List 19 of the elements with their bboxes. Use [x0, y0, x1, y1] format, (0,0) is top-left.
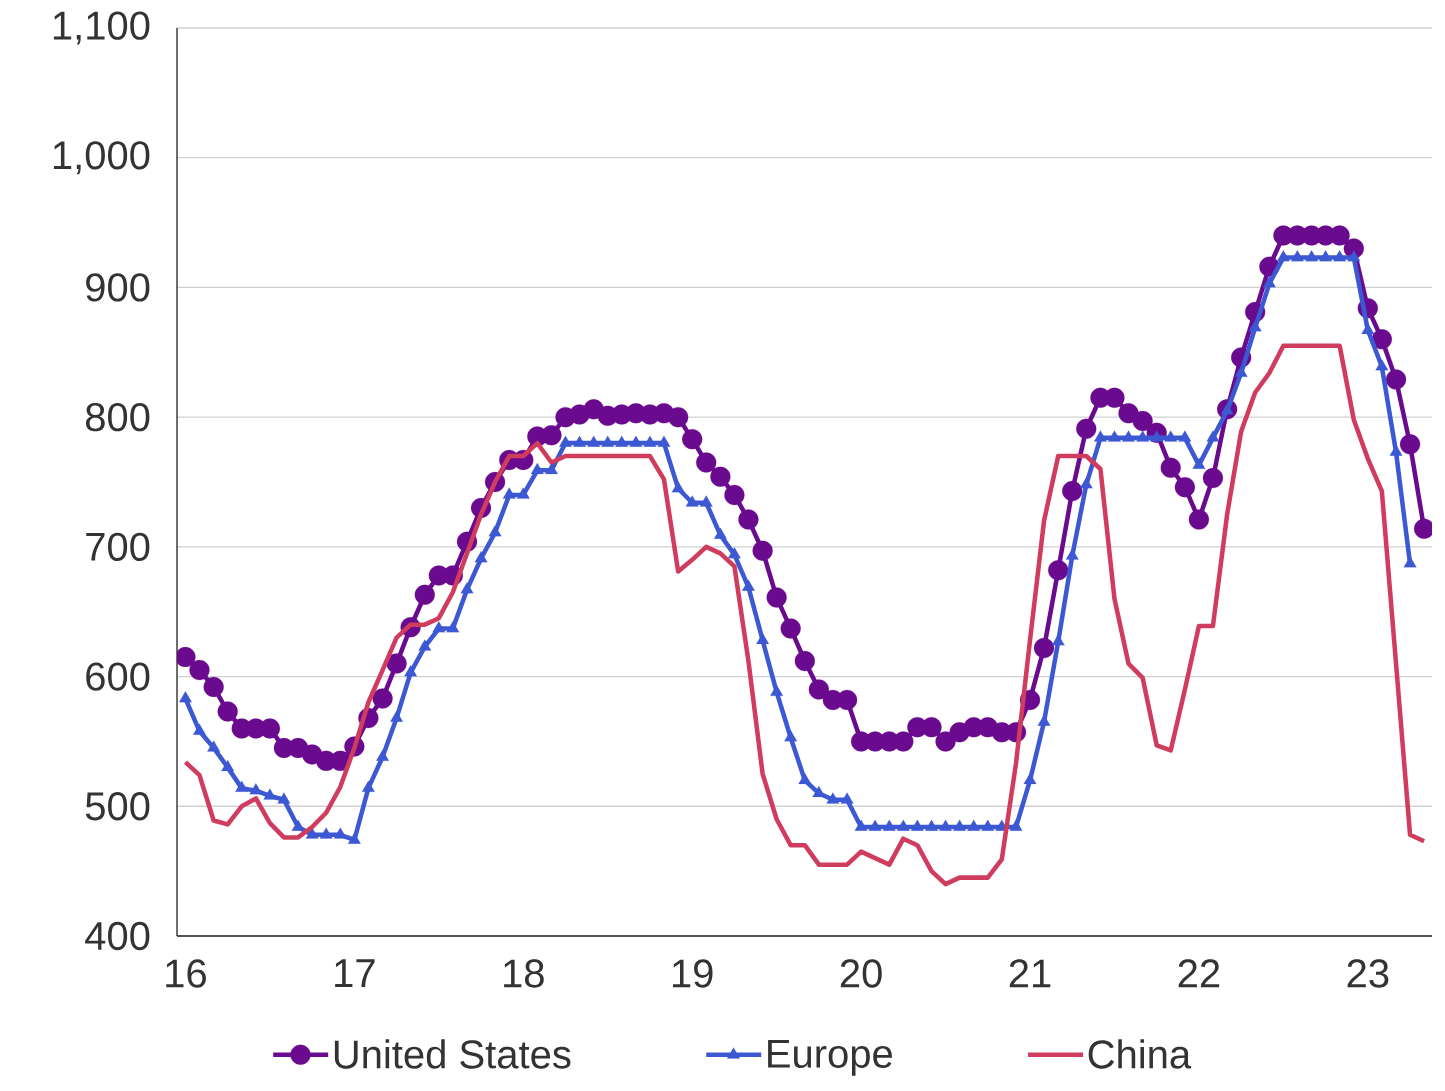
y-tick-label: 800 [85, 402, 150, 432]
x-tick-label: 18 [504, 959, 544, 988]
y-tick-label: 1,100 [53, 11, 150, 45]
x-tick-label: 21 [1009, 959, 1051, 988]
y-tick-label: 400 [85, 921, 150, 951]
x-tick-label: 19 [672, 959, 713, 988]
x-tick-label: 16 [166, 959, 206, 988]
y-tick-label: 600 [86, 662, 150, 691]
legend-label: China [1088, 1039, 1192, 1069]
legend-label: Europe [768, 1040, 892, 1076]
legend-label: United States [334, 1039, 571, 1069]
y-tick-label: 1,000 [53, 141, 150, 175]
x-tick-label: 17 [335, 959, 375, 987]
y-tick-label: 700 [86, 532, 150, 562]
y-tick-label: 500 [85, 792, 150, 821]
x-tick-label: 22 [1178, 959, 1220, 988]
x-tick-label: 20 [840, 959, 882, 988]
y-tick-label: 900 [86, 273, 150, 302]
x-tick-label: 23 [1347, 959, 1389, 988]
